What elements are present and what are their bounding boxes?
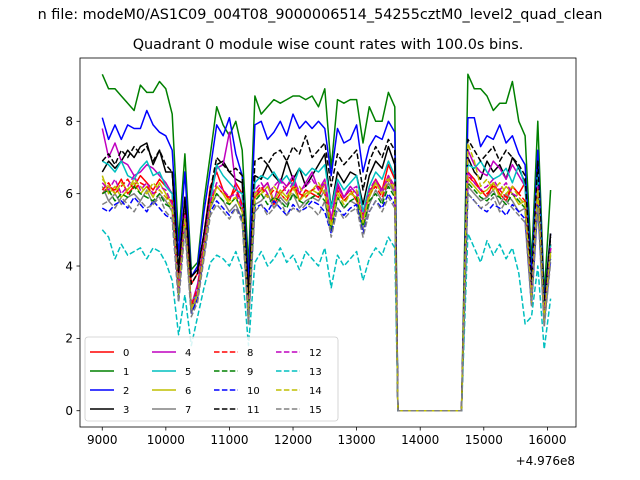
y-tick-label: 6 bbox=[65, 187, 73, 201]
legend-label-3: 3 bbox=[123, 405, 129, 416]
legend-label-2: 2 bbox=[123, 386, 129, 397]
legend-label-13: 13 bbox=[309, 367, 322, 378]
series-line-1 bbox=[101, 73, 552, 412]
legend-label-8: 8 bbox=[247, 348, 253, 359]
figure-suptitle: n file: modeM0/AS1C09_004T08_9000006514_… bbox=[38, 7, 603, 23]
y-tick-label: 8 bbox=[65, 115, 73, 129]
series-line-15 bbox=[101, 192, 552, 412]
series-line-13 bbox=[101, 229, 552, 412]
x-tick-label: 16000 bbox=[528, 433, 566, 447]
series-line-11 bbox=[101, 135, 552, 412]
legend-label-4: 4 bbox=[185, 348, 191, 359]
y-tick-label: 4 bbox=[65, 259, 73, 273]
legend-label-14: 14 bbox=[309, 386, 322, 397]
legend-label-5: 5 bbox=[185, 367, 191, 378]
x-offset-label: +4.976e8 bbox=[516, 454, 575, 468]
x-tick-label: 11000 bbox=[210, 433, 248, 447]
x-tick-label: 12000 bbox=[274, 433, 312, 447]
series-line-12 bbox=[101, 171, 552, 412]
legend-box bbox=[84, 336, 339, 422]
legend-label-7: 7 bbox=[185, 405, 191, 416]
legend-label-12: 12 bbox=[309, 348, 322, 359]
legend-label-0: 0 bbox=[123, 348, 129, 359]
legend-label-11: 11 bbox=[247, 405, 260, 416]
chart-title: Quadrant 0 module wise count rates with … bbox=[133, 37, 524, 53]
x-tick-label: 9000 bbox=[87, 433, 118, 447]
x-tick-label: 10000 bbox=[147, 433, 185, 447]
series-line-2 bbox=[101, 109, 552, 412]
legend-label-9: 9 bbox=[247, 367, 253, 378]
legend-label-6: 6 bbox=[185, 386, 191, 397]
x-tick-label: 14000 bbox=[401, 433, 439, 447]
axes-frame bbox=[79, 57, 577, 428]
axes: 9000 10000 11000 12000 13000 14000 15000 16000 0… bbox=[65, 57, 577, 447]
y-tick-label: 0 bbox=[65, 404, 73, 418]
series-lines bbox=[101, 73, 552, 412]
y-tick-label: 2 bbox=[65, 332, 73, 346]
legend-label-10: 10 bbox=[247, 386, 260, 397]
x-tick-label: 15000 bbox=[465, 433, 503, 447]
x-tick-label: 13000 bbox=[338, 433, 376, 447]
legend-label-1: 1 bbox=[123, 367, 129, 378]
legend-label-15: 15 bbox=[309, 405, 322, 416]
